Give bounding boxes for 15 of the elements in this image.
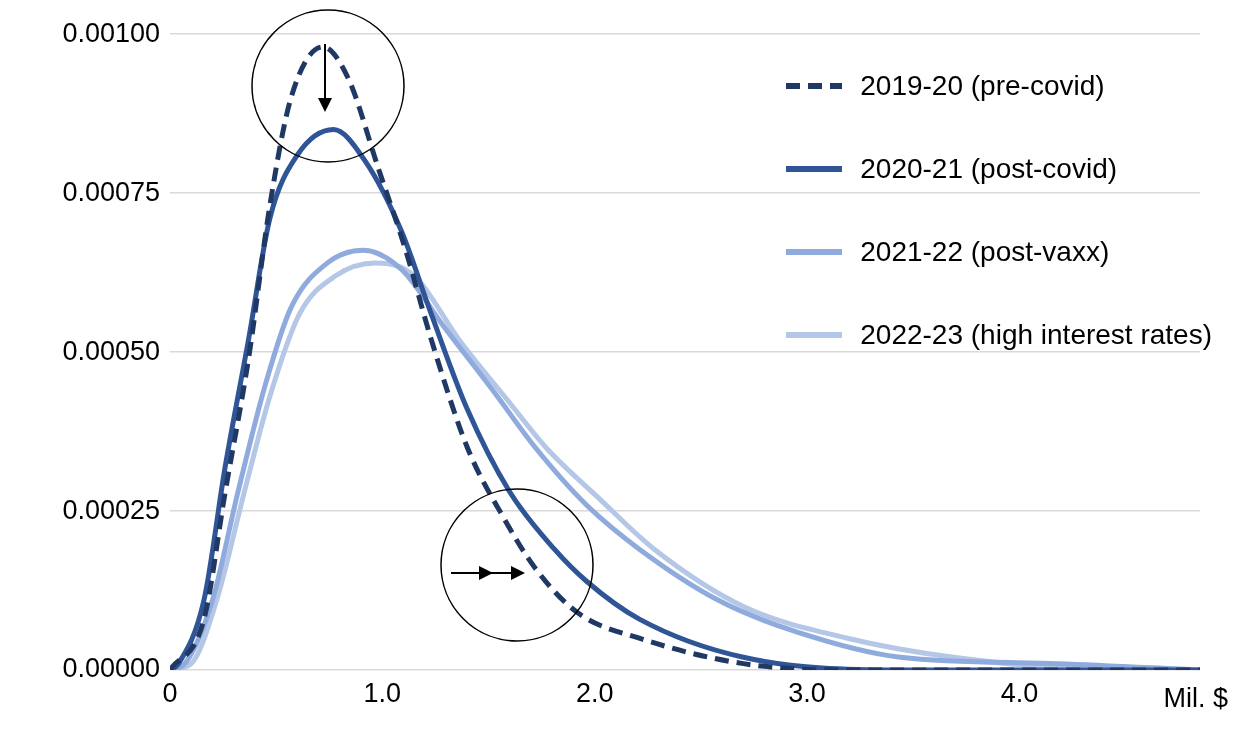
- legend-label: 2021-22 (post-vaxx): [860, 235, 1110, 268]
- x-tick-label: 3.0: [788, 677, 826, 708]
- legend-label: 2022-23 (high interest rates): [860, 318, 1212, 351]
- y-tick-label: 0.00050: [62, 335, 160, 366]
- y-tick-label: 0.00100: [62, 17, 160, 48]
- x-axis-title: Mil. $: [1163, 682, 1228, 713]
- legend-label: 2019-20 (pre-covid): [860, 69, 1105, 102]
- x-tick-label: 0: [162, 677, 178, 708]
- x-tick-label: 4.0: [1000, 677, 1039, 708]
- y-tick-label: 0.00075: [62, 176, 160, 207]
- x-tick-label: 1.0: [363, 677, 402, 708]
- y-tick-label: 0.00025: [62, 494, 160, 525]
- x-tick-label: 2.0: [575, 677, 614, 708]
- legend-label: 2020-21 (post-covid): [860, 152, 1118, 185]
- y-tick-label: 0.00000: [62, 653, 160, 684]
